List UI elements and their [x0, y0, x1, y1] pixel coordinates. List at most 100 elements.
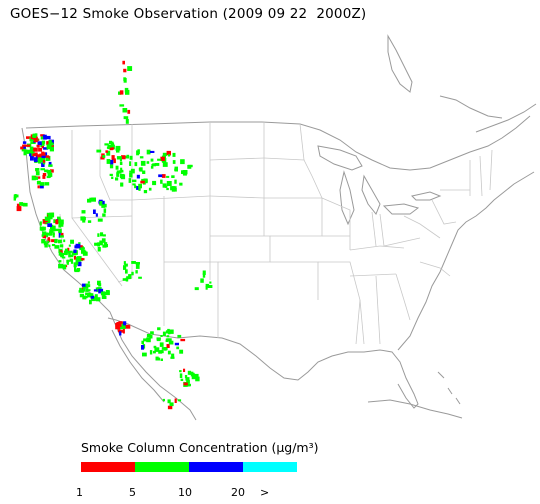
smoke-pixel	[97, 280, 101, 286]
smoke-pixel	[68, 244, 71, 247]
smoke-pixel	[134, 185, 137, 189]
smoke-pixel	[109, 140, 113, 145]
smoke-pixel	[146, 337, 151, 343]
smoke-pixel	[97, 218, 103, 222]
state-boundaries	[59, 122, 493, 345]
smoke-pixel	[99, 240, 103, 246]
smoke-pixel	[89, 299, 92, 305]
smoke-pixel	[38, 159, 42, 164]
smoke-pixel	[36, 176, 41, 179]
smoke-pixel	[53, 219, 56, 224]
smoke-pixel	[141, 345, 145, 350]
legend-tick-10: 10	[178, 486, 192, 499]
smoke-pixel	[116, 150, 120, 153]
smoke-pixel	[121, 169, 124, 173]
smoke-pixel	[191, 374, 196, 380]
smoke-pixel	[176, 346, 180, 350]
smoke-pixel	[87, 292, 92, 296]
smoke-pixel	[38, 147, 42, 152]
smoke-pixel	[46, 144, 52, 150]
legend-title: Smoke Column Concentration (μg/m³)	[81, 440, 319, 455]
smoke-pixel	[57, 216, 61, 220]
smoke-pixel	[148, 187, 152, 191]
smoke-pixel	[200, 278, 204, 283]
smoke-pixel	[109, 164, 114, 169]
smoke-pixel	[122, 278, 127, 281]
smoke-pixel	[20, 146, 24, 150]
smoke-pixel	[143, 338, 148, 342]
smoke-pixel	[156, 338, 161, 342]
smoke-pixel	[166, 175, 170, 178]
smoke-pixel	[106, 150, 111, 156]
smoke-pixel	[79, 293, 84, 298]
smoke-pixel	[101, 295, 107, 299]
smoke-pixel	[122, 108, 128, 113]
smoke-pixel	[127, 109, 131, 114]
smoke-pixel	[40, 228, 45, 231]
smoke-pixel	[39, 221, 42, 226]
smoke-pixel	[162, 331, 166, 336]
smoke-pixel	[79, 245, 83, 248]
smoke-pixel	[160, 335, 163, 337]
smoke-pixel	[157, 327, 161, 331]
smoke-pixel	[138, 187, 141, 191]
smoke-pixel	[139, 156, 144, 159]
smoke-pixel	[160, 179, 163, 184]
smoke-pixel	[37, 141, 42, 146]
smoke-pixel	[52, 228, 56, 232]
smoke-pixel	[54, 239, 58, 244]
smoke-pixel	[110, 144, 115, 150]
smoke-pixel	[121, 155, 126, 160]
smoke-pixel	[183, 171, 187, 176]
smoke-pixel	[21, 147, 26, 152]
smoke-pixel	[33, 136, 38, 141]
smoke-pixel	[49, 229, 54, 233]
smoke-pixel	[146, 149, 151, 155]
smoke-pixel	[179, 349, 184, 354]
smoke-pixel	[33, 157, 38, 163]
smoke-pixel	[46, 175, 51, 179]
smoke-pixel	[157, 357, 161, 361]
smoke-pixel	[142, 170, 146, 174]
smoke-pixel	[103, 242, 108, 245]
smoke-pixel	[161, 349, 164, 354]
smoke-pixel	[49, 169, 54, 173]
smoke-pixel	[160, 358, 163, 361]
smoke-pixel	[154, 347, 160, 352]
smoke-pixel	[59, 235, 64, 238]
smoke-pixel	[120, 182, 124, 187]
smoke-pixel	[129, 161, 132, 166]
smoke-pixel	[135, 270, 138, 274]
smoke-pixel	[60, 232, 64, 237]
smoke-pixel	[94, 242, 99, 246]
smoke-pixel	[70, 239, 74, 244]
smoke-pixel	[24, 149, 28, 153]
smoke-pixel	[97, 242, 100, 247]
smoke-pixel	[49, 212, 55, 218]
smoke-pixel	[149, 335, 153, 339]
smoke-pixel	[90, 295, 95, 299]
smoke-pixel	[167, 399, 171, 404]
smoke-pixel	[183, 382, 188, 386]
smoke-pixel	[180, 159, 185, 165]
smoke-pixel	[51, 239, 56, 243]
smoke-pixel	[79, 247, 84, 251]
smoke-pixel	[174, 398, 177, 403]
smoke-pixel	[47, 170, 52, 175]
smoke-pixel	[98, 288, 104, 294]
legend-swatch-red	[81, 462, 135, 472]
smoke-pixel	[102, 234, 106, 237]
map-title: GOES−12 Smoke Observation (2009 09 22 20…	[10, 6, 367, 22]
smoke-pixel	[120, 174, 126, 180]
legend-colorbar	[81, 462, 297, 472]
smoke-pixel	[180, 338, 186, 342]
smoke-pixel	[74, 267, 77, 272]
smoke-pixel	[29, 153, 32, 157]
smoke-pixel	[128, 178, 132, 183]
smoke-pixel	[75, 243, 81, 249]
smoke-pixel	[171, 353, 175, 359]
smoke-pixel	[70, 254, 74, 258]
smoke-pixel	[46, 232, 49, 238]
smoke-pixel	[42, 160, 46, 163]
smoke-pixel	[19, 202, 24, 206]
